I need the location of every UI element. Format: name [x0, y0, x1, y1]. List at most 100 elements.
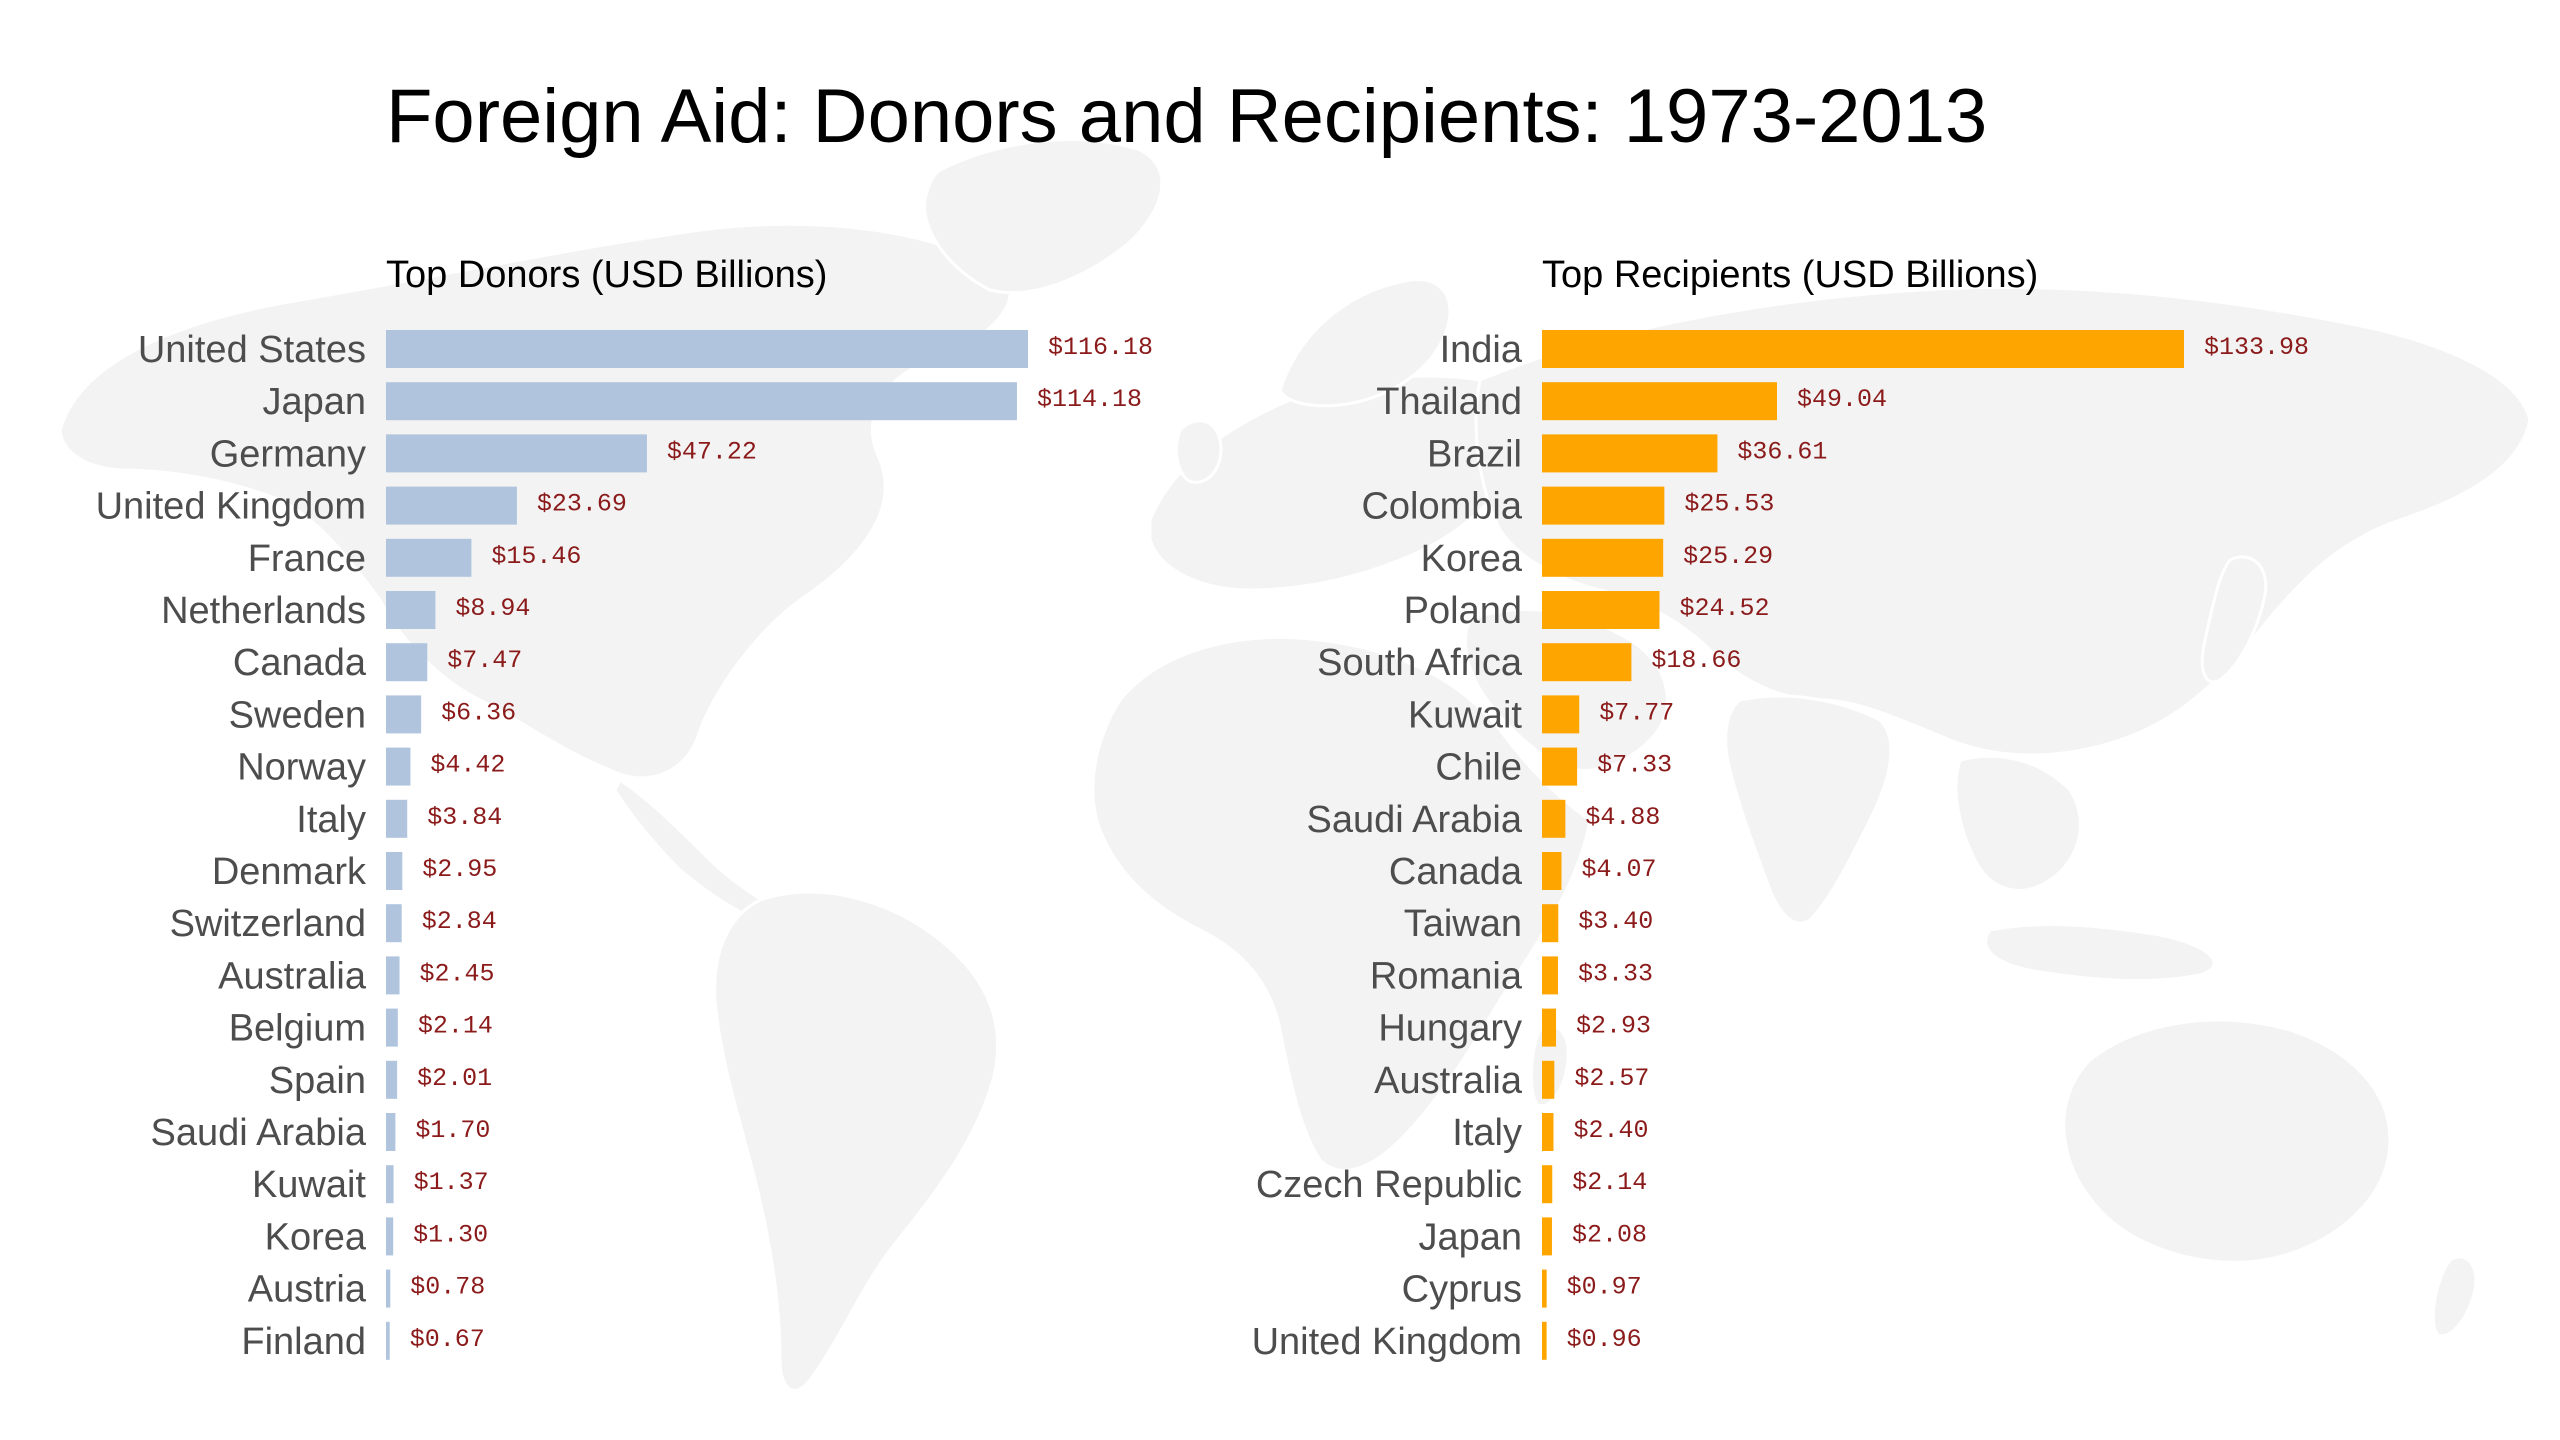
map-new-zealand: [2431, 1255, 2478, 1338]
donor-value-label: $2.84: [422, 907, 497, 936]
recipient-value-label: $25.53: [1684, 490, 1774, 519]
recipient-bar: [1542, 382, 1777, 421]
donor-value-label: $1.30: [413, 1220, 488, 1249]
recipient-category-label: Taiwan: [1404, 903, 1522, 945]
recipient-bar: [1542, 1165, 1553, 1204]
donor-bar: [386, 695, 422, 734]
donor-category-label: Norway: [237, 747, 366, 789]
recipient-value-label: $2.93: [1576, 1012, 1651, 1041]
donor-category-label: Japan: [262, 381, 366, 423]
donor-panel-title: Top Donors (USD Billions): [386, 254, 827, 296]
map-australia: [2062, 1018, 2392, 1264]
donor-bar: [386, 1060, 398, 1099]
donor-value-label: $116.18: [1048, 333, 1153, 362]
recipient-category-label: Hungary: [1378, 1008, 1522, 1050]
recipient-category-label: Korea: [1421, 538, 1523, 580]
recipient-value-label: $3.40: [1578, 907, 1653, 936]
donors-panel: Top Donors (USD Billions) United States $1…: [96, 254, 1153, 1363]
donor-category-label: Korea: [265, 1216, 367, 1258]
recipient-category-label: Romania: [1370, 955, 1523, 997]
recipient-value-label: $4.88: [1585, 803, 1660, 832]
recipient-bar: [1542, 1113, 1554, 1151]
recipient-value-label: $7.77: [1599, 698, 1674, 727]
recipient-bar: [1542, 1217, 1552, 1256]
recipient-value-label: $49.04: [1797, 385, 1887, 414]
donor-value-label: $2.14: [418, 1012, 493, 1041]
donor-bar: [386, 486, 517, 525]
recipient-value-label: $24.52: [1679, 594, 1769, 623]
donor-value-label: $0.67: [410, 1325, 485, 1354]
recipient-bar: [1542, 538, 1664, 577]
recipient-category-label: Colombia: [1361, 486, 1522, 528]
recipient-bar: [1542, 747, 1578, 786]
map-uk: [1174, 419, 1223, 484]
donor-category-label: Austria: [248, 1269, 367, 1311]
donor-category-label: Italy: [296, 799, 366, 841]
donor-category-label: Saudi Arabia: [151, 1112, 367, 1154]
donor-value-label: $23.69: [537, 490, 627, 519]
recipient-category-label: Czech Republic: [1256, 1164, 1522, 1206]
recipient-bar: [1542, 486, 1665, 525]
donor-value-label: $1.37: [414, 1168, 489, 1197]
donor-bar: [386, 1113, 396, 1151]
donor-bar: [386, 852, 403, 890]
donor-category-label: Sweden: [229, 694, 366, 736]
recipient-value-label: $3.33: [1578, 959, 1653, 988]
donor-bar: [386, 747, 411, 786]
recipient-category-label: Kuwait: [1408, 694, 1522, 736]
recipient-bar: [1542, 904, 1559, 943]
recipient-value-label: $2.40: [1574, 1116, 1649, 1145]
donor-category-label: Kuwait: [252, 1164, 366, 1206]
donor-bar: [386, 1217, 394, 1256]
donor-category-label: Denmark: [212, 851, 367, 893]
recipient-category-label: India: [1440, 329, 1523, 371]
recipient-category-label: Cyprus: [1402, 1269, 1522, 1311]
donor-bar: [386, 1165, 394, 1204]
donor-category-label: Spain: [269, 1060, 366, 1102]
donor-value-label: $3.84: [427, 803, 502, 832]
recipient-value-label: $2.57: [1574, 1064, 1649, 1093]
donor-category-label: United States: [138, 329, 366, 371]
donor-bar: [386, 382, 1017, 421]
recipient-category-label: Australia: [1374, 1060, 1523, 1102]
donor-bar: [386, 591, 436, 629]
donor-bar: [386, 799, 408, 838]
recipient-bar: [1542, 1269, 1547, 1308]
donor-value-label: $15.46: [491, 542, 581, 571]
recipient-value-label: $7.33: [1597, 751, 1672, 780]
map-scandinavia: [1278, 278, 1452, 408]
recipient-category-label: Canada: [1389, 851, 1523, 893]
map-greenland: [922, 138, 1164, 295]
recipient-value-label: $25.29: [1683, 542, 1773, 571]
donor-value-label: $2.45: [420, 959, 495, 988]
donor-value-label: $7.47: [447, 646, 522, 675]
donor-value-label: $0.78: [410, 1273, 485, 1302]
recipient-bar: [1542, 852, 1562, 890]
donor-category-label: Australia: [218, 955, 367, 997]
donor-category-label: Finland: [241, 1321, 366, 1363]
donor-value-label: $114.18: [1037, 385, 1142, 414]
recipient-value-label: $2.14: [1572, 1168, 1647, 1197]
recipient-value-label: $2.08: [1572, 1220, 1647, 1249]
donor-value-label: $8.94: [455, 594, 530, 623]
donor-category-label: Switzerland: [170, 903, 366, 945]
donor-category-label: Netherlands: [161, 590, 366, 632]
donor-bar: [386, 904, 402, 943]
recipient-category-label: South Africa: [1317, 642, 1523, 684]
recipient-value-label: $4.07: [1582, 855, 1657, 884]
donor-category-label: United Kingdom: [96, 486, 366, 528]
donor-category-label: Germany: [210, 433, 366, 475]
recipient-bar: [1542, 799, 1566, 838]
recipient-category-label: Poland: [1404, 590, 1522, 632]
recipient-value-label: $133.98: [2204, 333, 2309, 362]
map-japan: [2200, 555, 2268, 684]
recipient-category-label: Saudi Arabia: [1307, 799, 1523, 841]
recipient-bar: [1542, 1060, 1555, 1099]
donor-bar: [386, 434, 647, 473]
recipient-bar: [1542, 643, 1632, 682]
recipient-category-label: Thailand: [1376, 381, 1522, 423]
recipient-bar: [1542, 695, 1580, 734]
donor-bar: [386, 643, 428, 682]
